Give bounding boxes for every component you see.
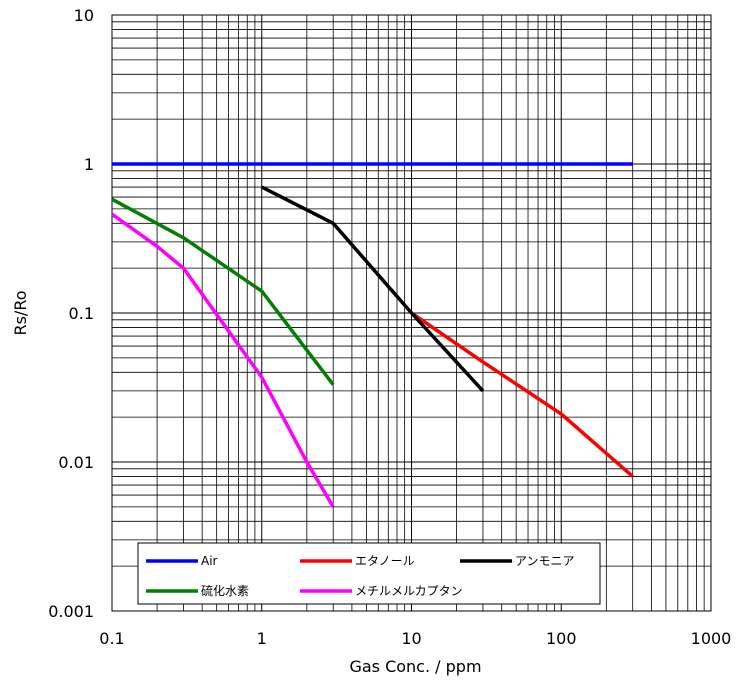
x-tick-label: 10 [401,629,421,648]
series-lines [110,162,634,508]
legend-label: エタノール [355,554,415,568]
x-axis-title: Gas Conc. / ppm [349,657,481,676]
y-tick-label: 0.001 [48,602,94,621]
series-line-2 [261,185,485,393]
legend-label: Air [201,554,218,568]
legend-label: アンモニア [515,554,575,568]
x-tick-label: 1000 [691,629,732,648]
y-tick-label: 0.01 [58,453,94,472]
plot-area-frame [111,14,712,612]
tick-labels: 0.1 1 10 100 1000 0.001 0.01 0.1 1 10 [48,6,731,648]
legend-label: 硫化水素 [201,583,249,598]
y-tick-label: 0.1 [69,304,94,323]
grid-lines [112,15,711,611]
series-line-4 [110,212,335,508]
series-line-3 [111,197,335,386]
y-tick-label: 10 [74,6,94,25]
x-tick-label: 100 [546,629,577,648]
x-tick-label: 1 [257,629,267,648]
x-tick-label: 0.1 [99,629,124,648]
y-tick-label: 1 [84,155,94,174]
legend-label: メチルメルカプタン [355,584,463,598]
y-axis-title: Rs/Ro [11,290,30,335]
legend-box [137,542,601,605]
series-line-1 [410,311,634,478]
